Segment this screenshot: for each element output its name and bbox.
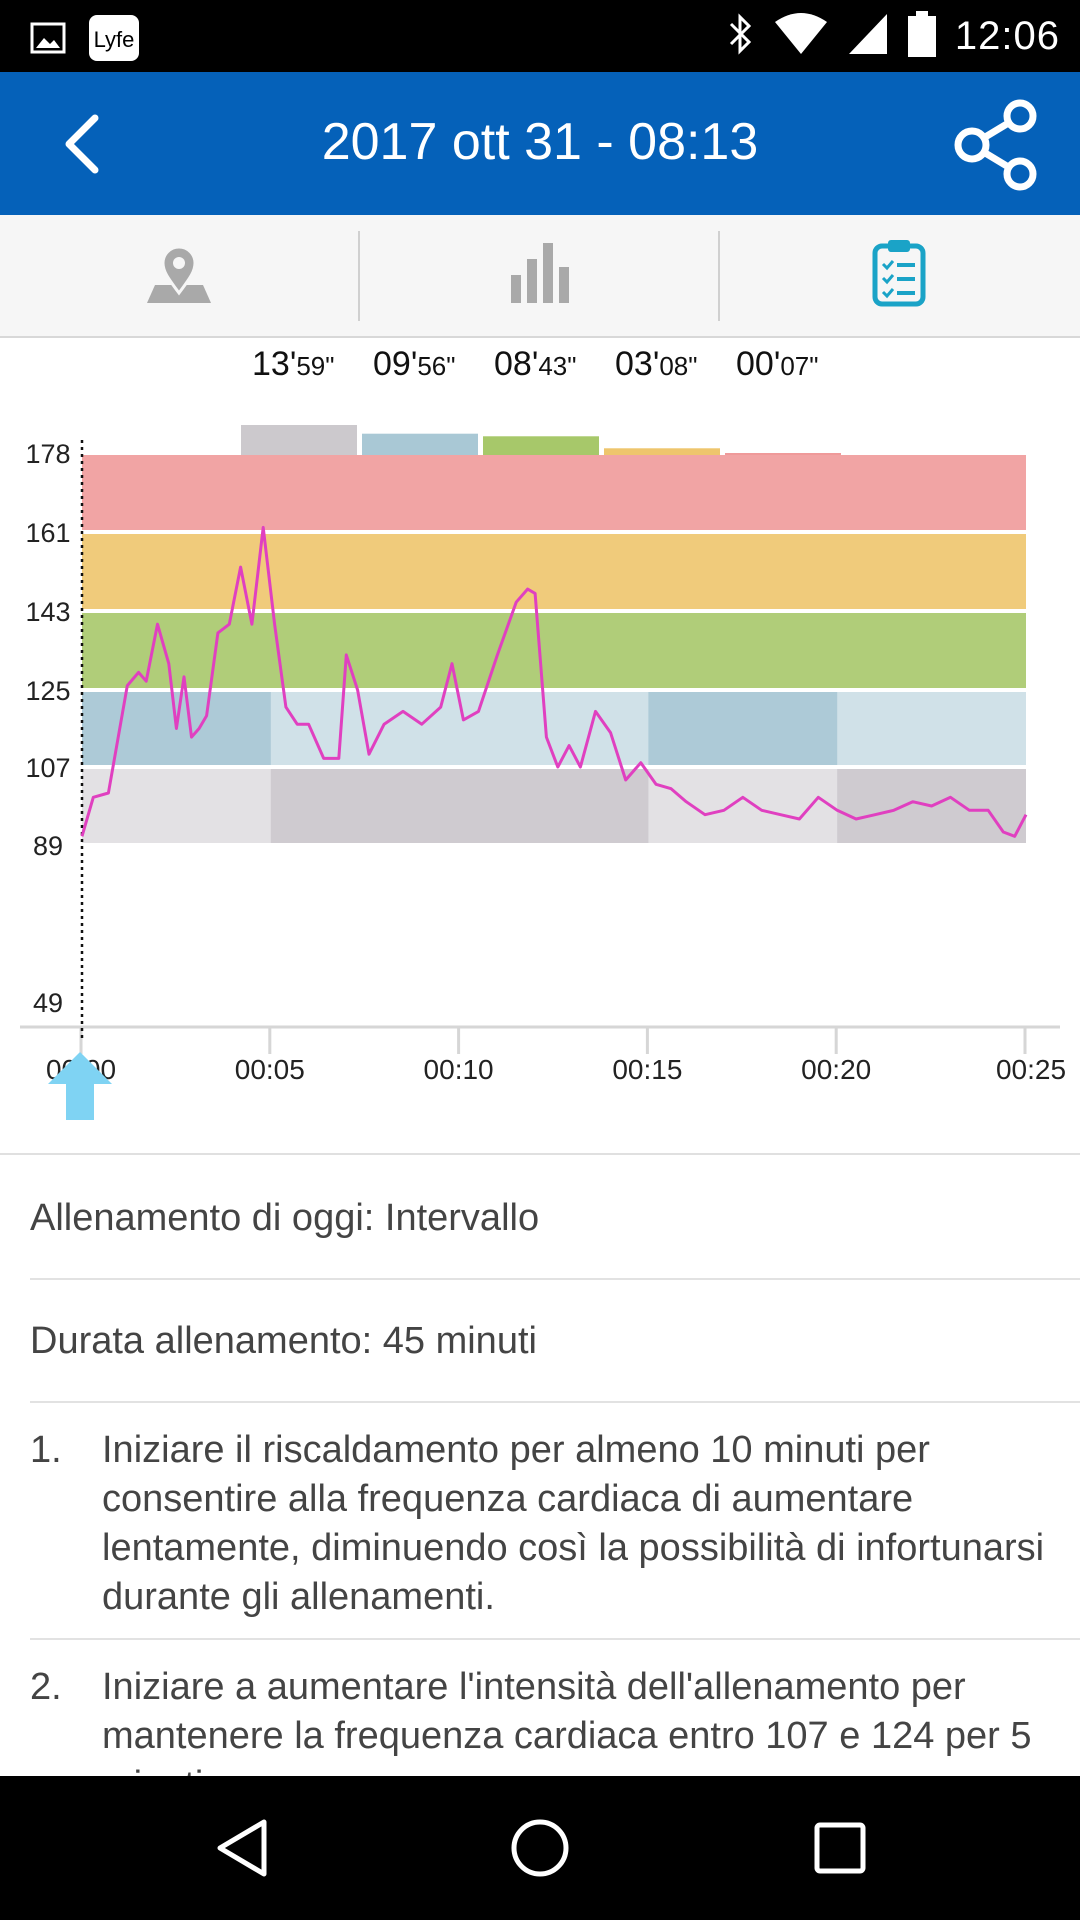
chart-divider (0, 1153, 1080, 1155)
y-tick-label: 178 (25, 439, 70, 469)
x-tick-label: 00:20 (801, 1054, 871, 1085)
zone-time-bar (604, 448, 720, 455)
zone-time-3: 08'43" (494, 345, 577, 383)
row-divider (30, 1278, 1080, 1280)
zone-time-1: 13'59" (252, 345, 335, 383)
y-tick-label: 49 (33, 988, 63, 1018)
zone-time-bar (241, 425, 357, 455)
x-tick-label: 00:25 (996, 1054, 1066, 1085)
tab-workout[interactable] (720, 215, 1078, 336)
zone-band-block (270, 769, 649, 843)
back-arrow-icon[interactable] (55, 114, 115, 174)
svg-text:Lyfe: Lyfe (94, 27, 135, 52)
tab-bar (0, 215, 1080, 338)
y-tick-label: 107 (25, 753, 70, 783)
list-item-number: 2. (30, 1666, 62, 1708)
zone-times: 13'59" 09'56" 08'43" 03'08" 00'07" (0, 345, 1080, 395)
heart-rate-chart: 178161143125107894900:0000:0500:1000:150… (20, 425, 1066, 1085)
app-bar: 2017 ott 31 - 08:13 (0, 72, 1080, 215)
row-divider (30, 1638, 1080, 1640)
list-item-text: Iniziare il riscaldamento per almeno 10 … (102, 1429, 1045, 1618)
zone-band (82, 534, 1026, 609)
x-tick-label: 00:05 (235, 1054, 305, 1085)
list-item-number: 1. (30, 1429, 62, 1471)
battery-icon (907, 10, 937, 63)
nav-recents-icon[interactable] (814, 1822, 866, 1879)
navigation-bar (0, 1776, 1080, 1920)
row-divider (30, 1401, 1080, 1403)
workout-duration: Durata allenamento: 45 minuti (30, 1320, 537, 1362)
clipboard-checklist-icon (871, 238, 927, 313)
list-item-text: Iniziare a aumentare l'intensità dell'al… (102, 1666, 1032, 1806)
y-tick-label: 143 (25, 597, 70, 627)
tab-statistics[interactable] (360, 215, 718, 336)
y-tick-label: 89 (33, 831, 63, 861)
wifi-icon (773, 12, 829, 61)
y-tick-label: 161 (25, 518, 70, 548)
zone-time-bar (362, 433, 478, 455)
bluetooth-icon (725, 12, 755, 61)
today-workout: Allenamento di oggi: Intervallo (30, 1197, 540, 1239)
chart-cursor-marker[interactable] (44, 1050, 116, 1122)
image-icon (30, 20, 66, 61)
zone-band (82, 455, 1026, 530)
lyfe-app-icon: Lyfe (88, 14, 140, 67)
page-title: 2017 ott 31 - 08:13 (321, 113, 759, 171)
zone-time-5: 00'07" (736, 345, 819, 383)
nav-home-icon[interactable] (510, 1818, 570, 1883)
zone-band-block (648, 692, 838, 765)
status-bar: Lyfe 12:06 (0, 0, 1080, 72)
zone-time-2: 09'56" (373, 345, 456, 383)
y-tick-label: 125 (25, 676, 70, 706)
x-tick-label: 00:15 (612, 1054, 682, 1085)
zone-time-4: 03'08" (615, 345, 698, 383)
status-time: 12:06 (954, 14, 1060, 58)
nav-back-icon[interactable] (212, 1818, 272, 1883)
zone-band (82, 613, 1026, 688)
tab-map[interactable] (0, 215, 358, 336)
zone-time-bar (483, 436, 599, 455)
zone-time-bar (725, 453, 841, 455)
signal-icon (847, 12, 889, 61)
map-pin-icon (145, 241, 213, 310)
heart-rate-line (80, 525, 1028, 838)
share-icon[interactable] (952, 98, 1042, 192)
x-tick-label: 00:10 (424, 1054, 494, 1085)
bar-chart-icon (507, 241, 571, 310)
